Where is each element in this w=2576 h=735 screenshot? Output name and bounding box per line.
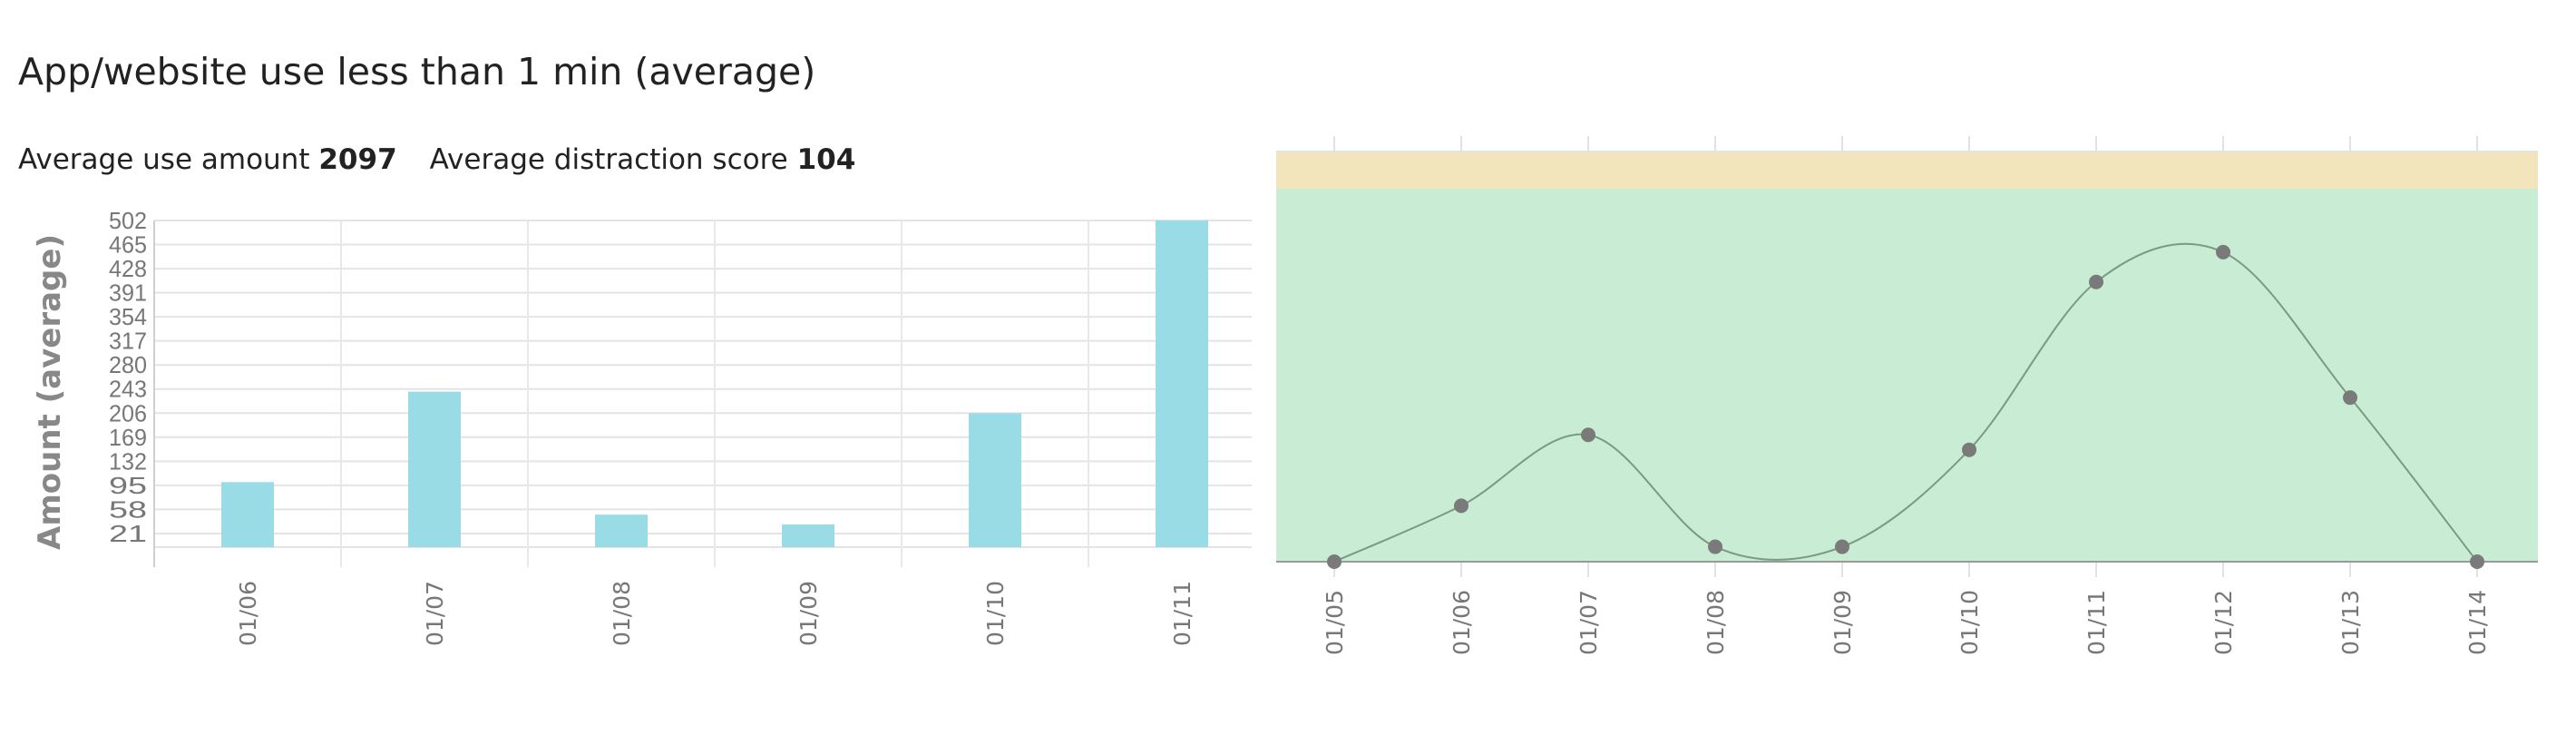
x-tick-label: 01/11 — [2083, 590, 2110, 655]
data-point — [1454, 498, 1469, 514]
data-point — [1708, 539, 1722, 554]
warning-band — [1276, 152, 2538, 189]
y-tick-label: 280 — [109, 351, 147, 378]
y-tick-label: 169 — [109, 424, 147, 451]
x-tick-label: 01/07 — [1576, 590, 1602, 655]
avg-distraction-label: Average distraction score — [429, 143, 788, 176]
x-tick-label: 01/06 — [235, 581, 261, 646]
x-tick-label: 01/06 — [1449, 590, 1475, 655]
x-tick-label: 01/08 — [609, 581, 635, 646]
bar — [595, 514, 648, 547]
y-tick-label: 391 — [109, 279, 147, 307]
y-tick-label: 206 — [109, 399, 147, 426]
y-tick-label: 132 — [109, 447, 147, 475]
avg-use-value: 2097 — [318, 143, 397, 176]
x-tick-label: 01/14 — [2464, 590, 2491, 655]
x-tick-label: 01/13 — [2337, 590, 2364, 655]
x-tick-label: 01/08 — [1703, 590, 1729, 655]
y-tick-label: 21 — [109, 520, 147, 547]
y-tick-label: 502 — [109, 207, 147, 234]
data-point — [1962, 442, 1976, 457]
y-tick-label: 428 — [109, 255, 147, 282]
avg-distraction-value: 104 — [796, 143, 856, 176]
y-tick-label: 317 — [109, 328, 147, 355]
y-tick-label: 95 — [109, 472, 147, 499]
data-point — [2089, 274, 2103, 289]
avg-use-label: Average use amount — [18, 143, 310, 176]
bar — [408, 391, 461, 547]
y-tick-label: 465 — [109, 231, 147, 259]
bar — [1156, 220, 1208, 547]
x-tick-label: 01/09 — [1830, 590, 1856, 655]
y-tick-label: 354 — [109, 303, 147, 330]
x-tick-label: 01/09 — [795, 581, 822, 646]
x-tick-label: 01/07 — [422, 581, 448, 646]
line-chart: 01/05 01/06 01/07 01/08 01/09 01/10 01/11 01/12… — [1276, 136, 2538, 655]
y-axis-label: Amount (average) — [32, 234, 68, 550]
series-line — [1333, 242, 2478, 563]
y-tick-label: 58 — [109, 495, 147, 523]
data-point — [1327, 554, 1342, 569]
data-point — [2216, 244, 2230, 260]
x-tick-label: 01/10 — [982, 581, 1009, 646]
x-tick-label: 01/12 — [2210, 590, 2237, 655]
summary-stats: Average use amount 2097 Average distracti… — [18, 143, 855, 176]
data-point — [1835, 539, 1849, 554]
page-title: App/website use less than 1 min (average… — [18, 50, 816, 93]
data-point — [1581, 427, 1595, 443]
x-tick-label: 01/10 — [1956, 590, 1983, 655]
bar — [969, 413, 1021, 547]
bar — [782, 524, 834, 547]
data-point — [2343, 390, 2357, 406]
x-tick-label: 01/05 — [1322, 590, 1348, 655]
bar — [221, 482, 274, 547]
y-tick-label: 243 — [109, 376, 147, 403]
data-point — [2470, 554, 2484, 569]
normal-band — [1276, 189, 2538, 562]
x-tick-label: 01/11 — [1169, 581, 1195, 646]
